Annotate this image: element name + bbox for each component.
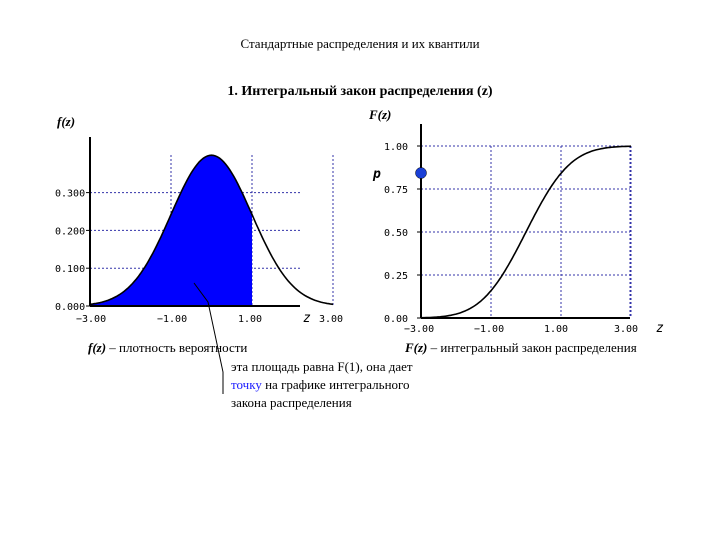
cdf-y-tick-label: 1.00	[384, 142, 408, 153]
density-shaded-area	[90, 155, 252, 306]
cdf-x-tick-label: 1.00	[544, 324, 568, 335]
cdf-caption-symbol: F(z)	[405, 340, 428, 355]
density-caption: f(z) – плотность вероятности	[88, 340, 247, 356]
note-line-1: эта площадь равна F(1), она дает	[231, 359, 413, 374]
cdf-curve	[420, 145, 632, 319]
page-title: Стандартные распределения и их квантили	[240, 36, 480, 51]
density-caption-text: – плотность вероятности	[106, 340, 248, 355]
note-link-point[interactable]: точку	[231, 377, 262, 392]
density-x-axis-name: z	[303, 311, 311, 326]
density-x-tick-label: −1.00	[157, 314, 187, 325]
density-y-tick-label: 0.100	[55, 264, 85, 275]
cdf-x-tick-label: −1.00	[474, 324, 504, 335]
cdf-y-tick-label: 0.75	[384, 185, 408, 196]
density-y-tick-label: 0.000	[55, 302, 85, 313]
section-title: 1. Интегральный закон распределения (z)	[227, 84, 493, 99]
density-y-tick-label: 0.200	[55, 226, 85, 237]
density-x-tick-label: −3.00	[76, 314, 106, 325]
cdf-x-axis-name: z	[656, 321, 664, 336]
density-caption-symbol: f(z)	[88, 340, 107, 355]
density-x-tick-label: 1.00	[238, 314, 262, 325]
cdf-y-axis-name: F(z)	[369, 107, 392, 122]
note-line-2-rest: на графике интегрального	[261, 377, 410, 392]
note-line-2: точку на графике интегрального	[231, 376, 451, 394]
density-y-tick-label: 0.300	[55, 189, 85, 200]
cdf-y-tick-label: 0.00	[384, 314, 408, 325]
cdf-caption: F(z) – интегральный закон распределения	[405, 340, 637, 356]
density-y-axis-name: f(z)	[57, 114, 76, 129]
cdf-x-tick-label: 3.00	[614, 324, 638, 335]
density-x-tick-label: 3.00	[319, 314, 343, 325]
cdf-caption-text: – интегральный закон распределения	[427, 340, 637, 355]
cdf-y-tick-label: 0.50	[384, 228, 408, 239]
cdf-y-tick-label: 0.25	[384, 271, 408, 282]
note-pointer-line	[193, 282, 224, 394]
note-line-3: закона распределения	[231, 395, 352, 410]
cdf-marked-point	[415, 167, 427, 179]
cdf-point-label: p	[372, 167, 381, 182]
area-note: эта площадь равна F(1), она дает точку н…	[231, 358, 451, 412]
density-curve	[89, 154, 334, 306]
cdf-x-tick-label: −3.00	[404, 324, 434, 335]
